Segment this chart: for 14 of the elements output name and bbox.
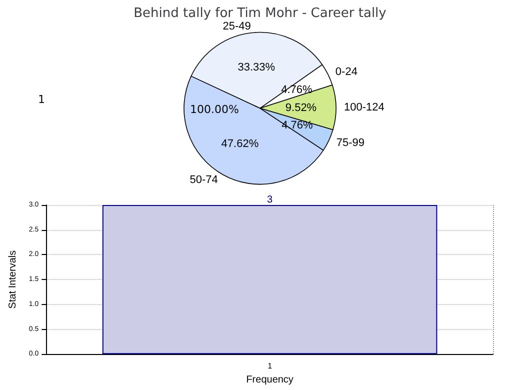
slice-label: 100-124 [344,101,384,114]
data-label: 3 [267,194,274,206]
text: 1 [38,93,45,106]
slice-label: 0-24 [335,66,358,78]
data-label: 47.62% [221,138,259,150]
data-label: 9.52% [285,102,317,114]
y-axis-title: Stat Intervals [8,250,18,309]
chart-title: Behind tally for Tim Mohr - Career tally [134,6,387,21]
x-axis-title: Frequency [246,374,294,386]
slice-label: 25-49 [222,20,251,33]
slice-label: 50-74 [190,174,218,186]
slice-label: 75-99 [336,136,364,149]
data-label: 33.33% [238,61,276,74]
text: 100.00% [190,103,239,116]
